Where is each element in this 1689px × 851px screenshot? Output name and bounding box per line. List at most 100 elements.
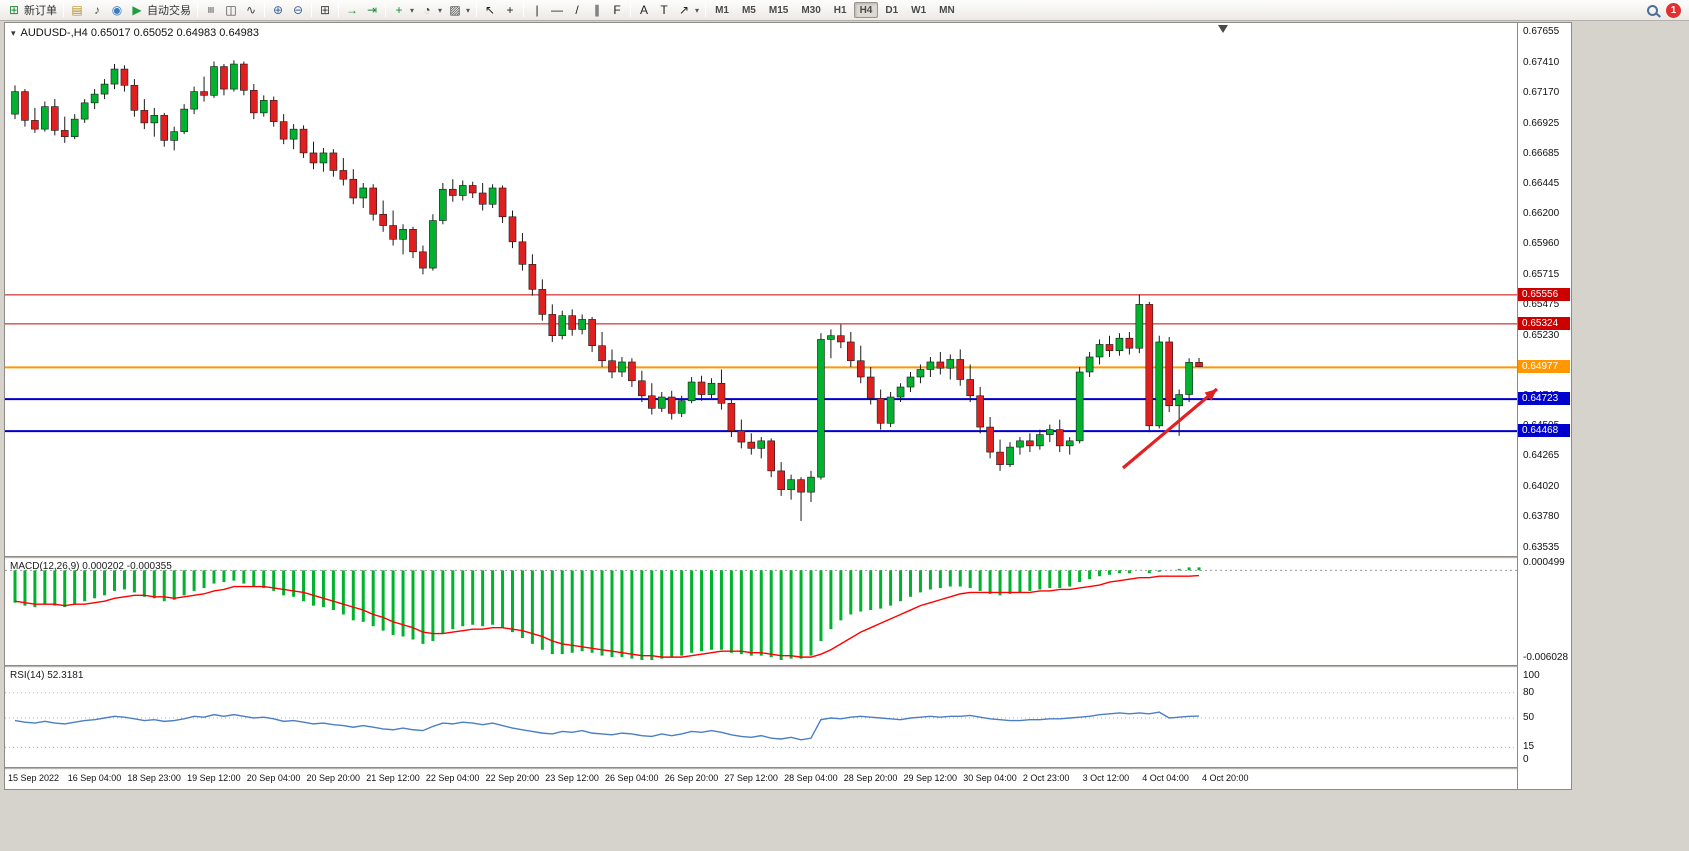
notification-badge[interactable]: 1 bbox=[1666, 2, 1681, 18]
symbol-ohlc-text: AUDUSD-,H4 0.65017 0.65052 0.64983 0.649… bbox=[20, 27, 260, 39]
arrows-tool-icon[interactable]: ↗ ▾ bbox=[674, 1, 702, 19]
chart-menu-icon[interactable]: ▾ bbox=[11, 27, 16, 38]
timeframe-button-m1[interactable]: M1 bbox=[715, 4, 729, 16]
tile-windows-icon: ⊞ bbox=[319, 3, 331, 17]
axis-tick-label: 0.65475 bbox=[1523, 299, 1560, 311]
periods-button[interactable]: ◔ ▾ bbox=[417, 1, 445, 19]
toolbar-separator bbox=[197, 3, 198, 17]
time-axis-label: 22 Sep 20:00 bbox=[485, 773, 540, 783]
vertical-line-icon[interactable]: | bbox=[527, 1, 547, 19]
periods-button: ◔ bbox=[423, 3, 431, 17]
macd-histogram bbox=[13, 567, 1201, 661]
time-axis-label: 26 Sep 20:00 bbox=[664, 773, 719, 783]
time-axis[interactable]: 15 Sep 2022 16 Sep 04:00 18 Sep 23:00 19 Se… bbox=[5, 770, 1571, 789]
text-label-icon[interactable]: T bbox=[654, 1, 674, 19]
cursor-icon[interactable]: ↖ bbox=[480, 1, 500, 19]
vertical-line-icon: | bbox=[535, 3, 539, 17]
auto-scroll-icon: → bbox=[346, 3, 358, 17]
zoom-in-icon[interactable]: ⊕ bbox=[268, 1, 288, 19]
axis-tick-label: 0.67170 bbox=[1523, 86, 1560, 98]
toolbar-separator bbox=[630, 3, 632, 17]
indicators-button: + bbox=[395, 3, 403, 17]
templates-button[interactable]: ▨ ▾ bbox=[445, 1, 473, 19]
price-axis[interactable] bbox=[1517, 23, 1571, 789]
crosshair-icon[interactable]: + bbox=[500, 1, 520, 19]
bar-chart-icon: ≡ bbox=[204, 6, 218, 14]
price-level-tag: 0.65324 bbox=[1518, 316, 1570, 330]
arrows-tool-icon: ↗ bbox=[679, 3, 690, 17]
timeframe-button-mn[interactable]: MN bbox=[939, 4, 955, 16]
chart-shift-icon: ⇥ bbox=[366, 3, 378, 17]
timeframe-button-d1[interactable]: D1 bbox=[885, 4, 899, 16]
main-toolbar: ⊞ 新订单 ▤ ♪ ◉ ▶ 自动交易 ≡ ◫ ∿ ⊕ ⊖ ⊞ → ⇥ + ▾ ◔ ▾ ▨ ▾ ↖ + | — / ∥ F A T ↗ ▾ M1… bbox=[0, 0, 1689, 21]
equidistant-channel-icon: ∥ bbox=[594, 3, 601, 17]
indicators-button[interactable]: + ▾ bbox=[389, 1, 417, 19]
timeframe-button-h4[interactable]: H4 bbox=[853, 2, 879, 18]
charts-profile-icon: ▤ bbox=[71, 3, 83, 17]
timeframe-button-m15[interactable]: M15 bbox=[768, 4, 789, 16]
timeframe-button-m30[interactable]: M30 bbox=[801, 4, 821, 16]
axis-tick-label: 0.66925 bbox=[1523, 117, 1560, 129]
axis-tick-label: 0.66445 bbox=[1523, 177, 1560, 189]
axis-tick-label: 0.65230 bbox=[1523, 329, 1560, 341]
line-chart-icon[interactable]: ∿ bbox=[241, 1, 261, 19]
auto-scroll-icon[interactable]: → bbox=[342, 1, 362, 19]
rsi-line bbox=[14, 711, 1200, 741]
rsi-indicator-panel[interactable] bbox=[5, 668, 1517, 767]
templates-button: ▨ bbox=[449, 3, 461, 17]
alerts-icon: ♪ bbox=[94, 3, 100, 17]
time-axis-splitter[interactable] bbox=[5, 767, 1571, 770]
charts-profile-icon[interactable]: ▤ bbox=[67, 1, 87, 19]
chevron-down-icon: ▾ bbox=[695, 5, 700, 15]
zoom-out-icon[interactable]: ⊖ bbox=[288, 1, 308, 19]
news-icon[interactable]: ◉ bbox=[107, 1, 127, 19]
tile-windows-icon[interactable]: ⊞ bbox=[315, 1, 335, 19]
axis-tick-label: 0.64265 bbox=[1523, 450, 1560, 462]
fibonacci-icon: F bbox=[613, 3, 621, 17]
fibonacci-icon[interactable]: F bbox=[607, 1, 627, 19]
timeframe-toolbar: M1 M5 M15 M30 H1 H4 D1 W1 MN bbox=[709, 2, 961, 18]
bar-chart-icon[interactable]: ≡ bbox=[201, 1, 221, 19]
chart-shift-icon[interactable]: ⇥ bbox=[362, 1, 382, 19]
macd-splitter[interactable] bbox=[5, 556, 1571, 559]
candlestick-chart-icon: ◫ bbox=[225, 3, 237, 17]
price-level-tag: 0.64468 bbox=[1518, 424, 1570, 438]
chevron-down-icon: ▾ bbox=[410, 5, 415, 15]
main-price-chart[interactable] bbox=[5, 23, 1517, 556]
toolbar-separator bbox=[264, 3, 265, 17]
axis-tick-label: 0.64020 bbox=[1523, 481, 1560, 493]
timeframe-button-m5[interactable]: M5 bbox=[741, 4, 756, 16]
timeframe-button-w1[interactable]: W1 bbox=[911, 4, 927, 16]
axis-tick-label: 100 bbox=[1523, 670, 1540, 681]
timeframe-button-h1[interactable]: H1 bbox=[833, 4, 847, 16]
auto-trading-button-label: 自动交易 bbox=[147, 5, 191, 17]
rsi-splitter[interactable] bbox=[5, 665, 1571, 668]
horizontal-line-objects[interactable] bbox=[5, 294, 1517, 433]
alerts-icon[interactable]: ♪ bbox=[87, 1, 107, 19]
time-axis-label: 16 Sep 04:00 bbox=[67, 773, 122, 783]
trendline-icon[interactable]: / bbox=[567, 1, 587, 19]
search-icon[interactable] bbox=[1647, 4, 1658, 16]
trend-arrow-annotation[interactable] bbox=[1121, 387, 1219, 470]
macd-indicator-panel[interactable] bbox=[5, 559, 1517, 665]
time-axis-label: 20 Sep 04:00 bbox=[246, 773, 301, 783]
time-axis-label: 27 Sep 12:00 bbox=[724, 773, 778, 783]
text-icon[interactable]: A bbox=[634, 1, 654, 19]
auto-trading-button[interactable]: ▶ 自动交易 bbox=[127, 1, 194, 19]
zoom-out-icon: ⊖ bbox=[292, 3, 304, 17]
macd-signal-line bbox=[14, 574, 1200, 658]
new-order-button: ⊞ bbox=[8, 3, 20, 17]
chart-shift-marker[interactable] bbox=[1218, 25, 1228, 33]
time-axis-label: 23 Sep 12:00 bbox=[545, 773, 599, 783]
time-axis-label: 20 Sep 20:00 bbox=[306, 773, 361, 783]
trendline-icon: / bbox=[575, 3, 579, 17]
text-icon: A bbox=[640, 3, 649, 17]
time-axis-label: 2 Oct 23:00 bbox=[1022, 773, 1070, 783]
horizontal-line-icon[interactable]: — bbox=[547, 1, 567, 19]
axis-tick-label: 15 bbox=[1523, 741, 1535, 753]
equidistant-channel-icon[interactable]: ∥ bbox=[587, 1, 607, 19]
new-order-button[interactable]: ⊞ 新订单 bbox=[4, 1, 60, 19]
chevron-down-icon: ▾ bbox=[466, 5, 471, 15]
candlestick-chart-icon[interactable]: ◫ bbox=[221, 1, 241, 19]
